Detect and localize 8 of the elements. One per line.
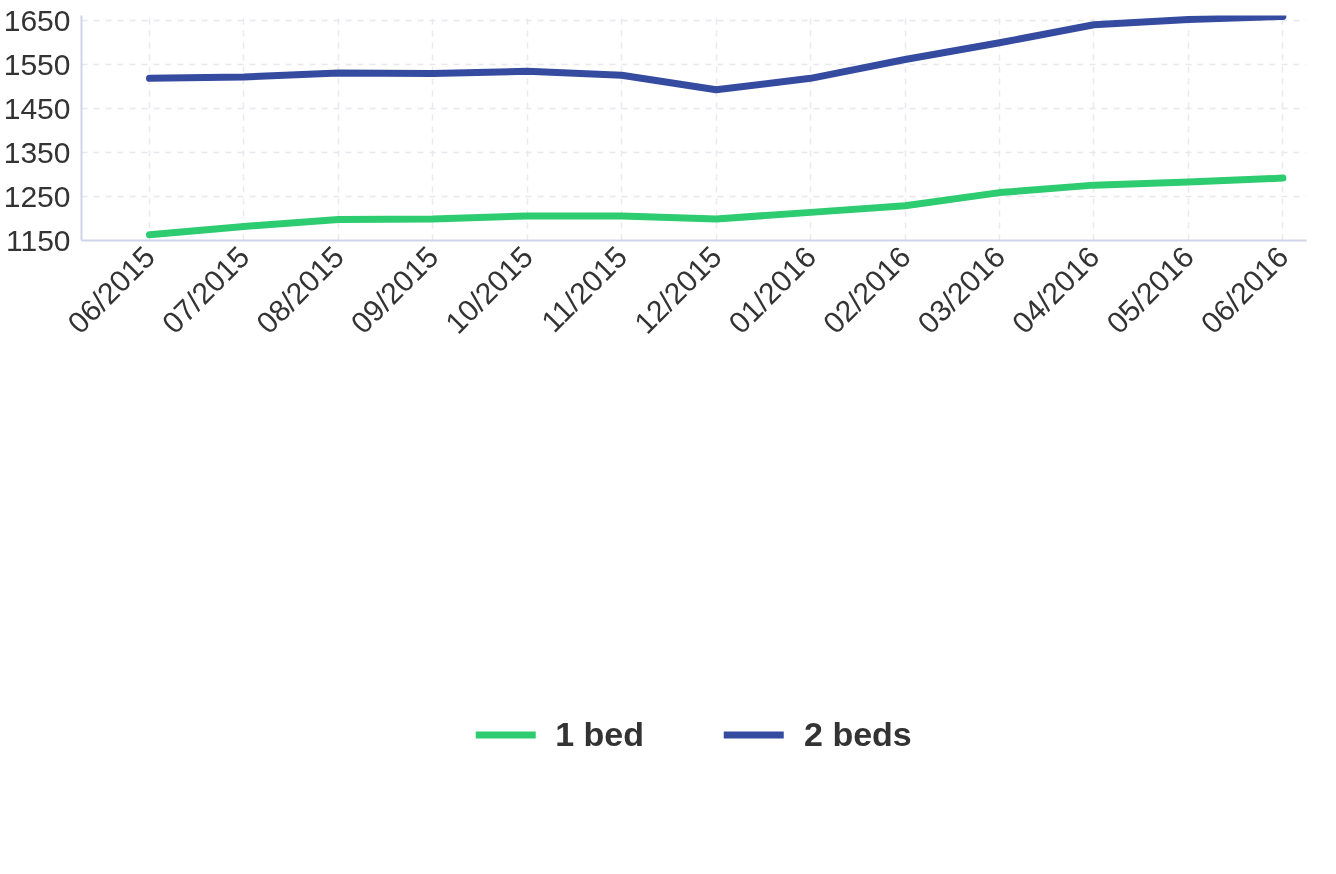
legend-label: 2 beds bbox=[804, 714, 912, 754]
y-tick-label: 1250 bbox=[3, 179, 71, 213]
legend-label: 1 bed bbox=[555, 714, 645, 754]
y-tick-label: 1650 bbox=[3, 3, 71, 37]
y-tick-label: 1450 bbox=[3, 91, 71, 125]
y-tick-label: 1550 bbox=[3, 47, 71, 81]
y-tick-label: 1350 bbox=[3, 135, 71, 169]
y-tick-label: 1150 bbox=[5, 223, 71, 257]
